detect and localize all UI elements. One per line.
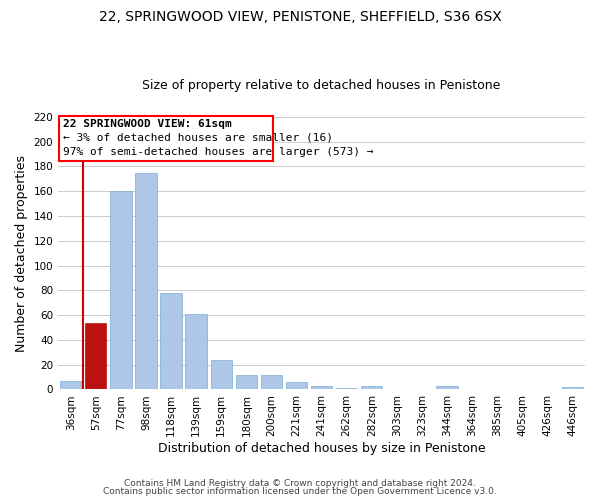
Text: 22, SPRINGWOOD VIEW, PENISTONE, SHEFFIELD, S36 6SX: 22, SPRINGWOOD VIEW, PENISTONE, SHEFFIEL…: [98, 10, 502, 24]
Bar: [60, 381, 82, 390]
Text: 97% of semi-detached houses are larger (573) →: 97% of semi-detached houses are larger (…: [63, 146, 374, 156]
Bar: [110, 191, 131, 390]
Bar: [59, 116, 272, 162]
Bar: [160, 293, 182, 390]
Bar: [286, 382, 307, 390]
Y-axis label: Number of detached properties: Number of detached properties: [15, 154, 28, 352]
Text: ← 3% of detached houses are smaller (16): ← 3% of detached houses are smaller (16): [63, 133, 333, 143]
X-axis label: Distribution of detached houses by size in Penistone: Distribution of detached houses by size …: [158, 442, 485, 455]
Bar: [261, 374, 282, 390]
Bar: [361, 386, 382, 390]
Bar: [311, 386, 332, 390]
Bar: [185, 314, 207, 390]
Bar: [236, 374, 257, 390]
Bar: [436, 386, 458, 390]
Bar: [336, 388, 358, 390]
Bar: [562, 387, 583, 390]
Bar: [211, 360, 232, 390]
Bar: [136, 172, 157, 390]
Bar: [85, 322, 106, 390]
Title: Size of property relative to detached houses in Penistone: Size of property relative to detached ho…: [142, 79, 501, 92]
Text: 22 SPRINGWOOD VIEW: 61sqm: 22 SPRINGWOOD VIEW: 61sqm: [63, 120, 232, 130]
Text: Contains HM Land Registry data © Crown copyright and database right 2024.: Contains HM Land Registry data © Crown c…: [124, 478, 476, 488]
Text: Contains public sector information licensed under the Open Government Licence v3: Contains public sector information licen…: [103, 487, 497, 496]
